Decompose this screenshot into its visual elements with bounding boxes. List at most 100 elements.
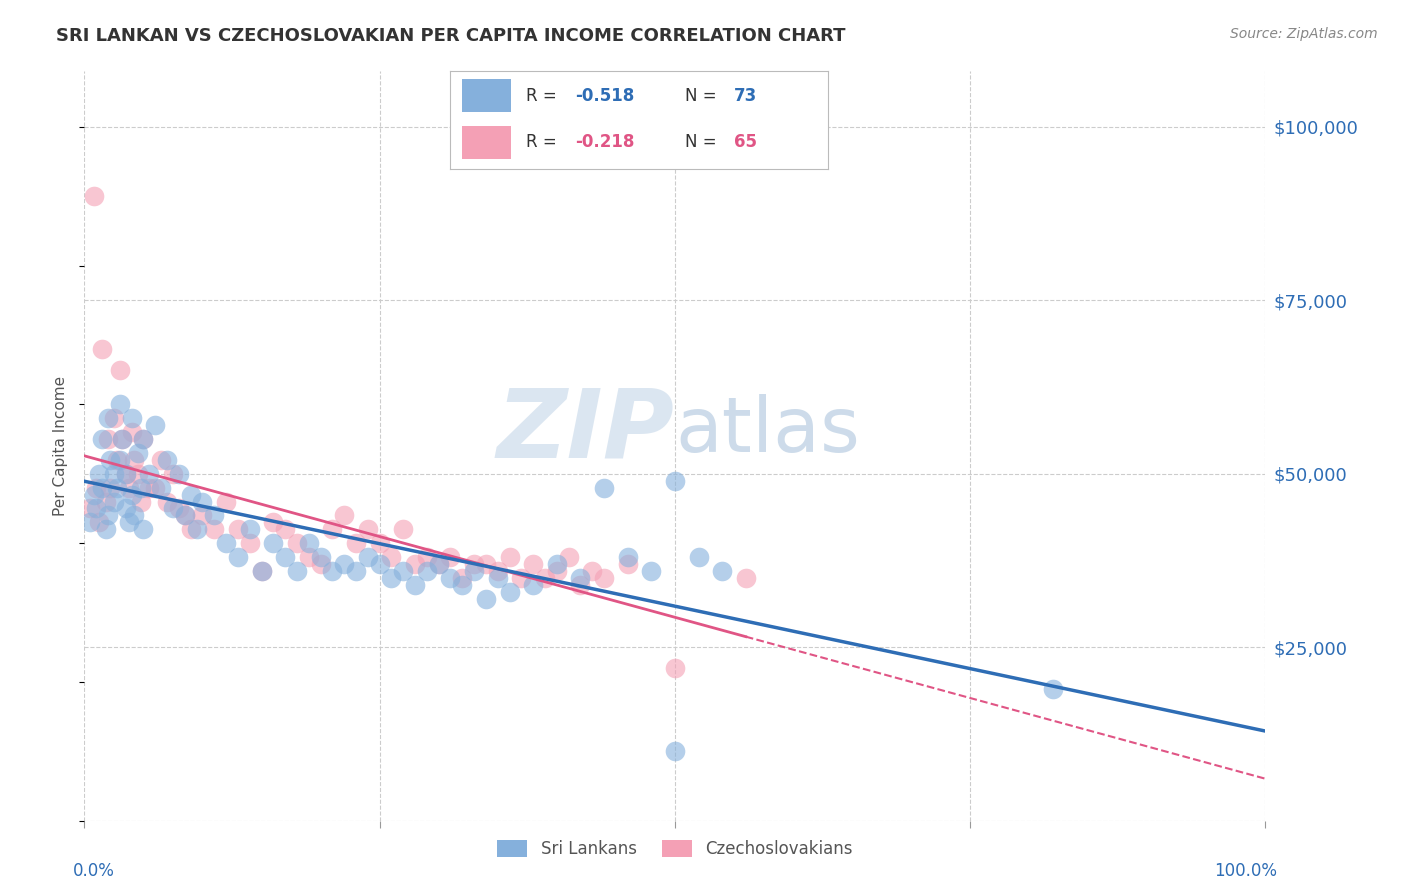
Point [298,536,321,550]
Point [486,564,509,578]
Point [298,549,321,564]
Point [664,474,686,488]
Point [129,481,152,495]
Point [215,536,238,550]
Point [202,508,225,523]
Point [344,564,367,578]
Point [427,557,450,571]
Point [143,481,166,495]
Point [97,432,120,446]
Point [122,453,145,467]
Point [475,557,498,571]
Point [114,467,136,481]
Point [333,557,356,571]
Point [87,467,110,481]
Point [239,536,262,550]
Point [475,591,498,606]
Point [226,522,249,536]
Point [534,571,557,585]
Point [156,453,179,467]
Point [114,501,136,516]
Point [451,578,474,592]
Point [118,516,141,530]
Point [83,189,105,203]
Point [108,362,131,376]
Point [202,522,225,536]
Point [380,549,402,564]
Point [439,549,461,564]
Point [463,557,485,571]
Point [132,432,155,446]
Point [91,432,114,446]
Point [463,564,485,578]
Point [103,411,125,425]
Point [94,494,117,508]
Point [84,481,107,495]
Point [91,481,114,495]
Point [173,508,195,523]
Point [357,522,380,536]
Point [94,522,117,536]
Point [392,564,415,578]
Point [118,481,141,495]
Point [98,453,121,467]
Point [108,453,131,467]
Point [250,564,273,578]
Point [498,584,520,599]
Point [333,508,356,523]
Point [569,571,592,585]
Point [79,516,101,530]
Point [557,549,579,564]
Point [239,522,262,536]
Point [416,564,439,578]
Point [226,549,249,564]
Point [150,481,173,495]
Text: ZIP: ZIP [496,384,675,477]
Legend: Sri Lankans, Czechoslovakians: Sri Lankans, Czechoslovakians [491,833,859,864]
Point [309,557,332,571]
Point [368,536,391,550]
Point [167,467,190,481]
Point [127,446,149,460]
Point [285,536,308,550]
Point [522,557,544,571]
Point [368,557,391,571]
Point [510,571,533,585]
Text: atlas: atlas [675,394,859,468]
Point [150,453,173,467]
Point [274,549,297,564]
Point [127,467,149,481]
Point [121,411,143,425]
Point [416,549,439,564]
Point [451,571,474,585]
Point [734,571,756,585]
Text: 0.0%: 0.0% [73,862,114,880]
Point [593,571,616,585]
Point [129,494,152,508]
Point [79,501,101,516]
Point [138,481,160,495]
Point [186,522,208,536]
Point [711,564,734,578]
Y-axis label: Per Capita Income: Per Capita Income [53,376,69,516]
Point [132,522,155,536]
Point [616,549,638,564]
Point [321,522,343,536]
Point [83,487,105,501]
Text: Source: ZipAtlas.com: Source: ZipAtlas.com [1230,27,1378,41]
Point [285,564,308,578]
Point [688,549,710,564]
Point [122,508,145,523]
Text: SRI LANKAN VS CZECHOSLOVAKIAN PER CAPITA INCOME CORRELATION CHART: SRI LANKAN VS CZECHOSLOVAKIAN PER CAPITA… [56,27,846,45]
Point [162,467,184,481]
Point [427,557,450,571]
Point [111,432,134,446]
Point [498,549,520,564]
Point [344,536,367,550]
Point [97,508,120,523]
Point [107,453,129,467]
Point [167,501,190,516]
Text: 100.0%: 100.0% [1215,862,1277,880]
Point [616,557,638,571]
Point [97,411,120,425]
